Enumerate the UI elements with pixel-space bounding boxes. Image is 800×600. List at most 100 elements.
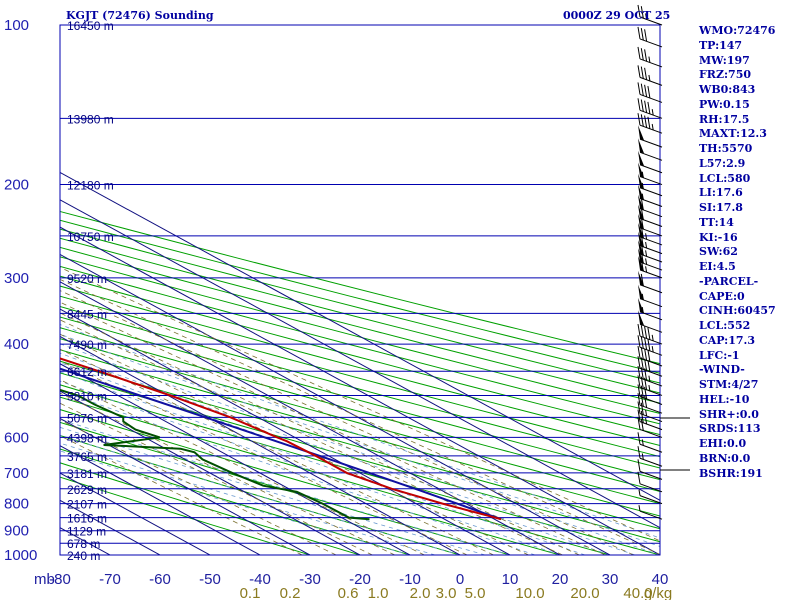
- wind-barb-flag: [637, 432, 641, 445]
- wind-barb: [638, 255, 663, 279]
- wind-barb-flag: [644, 395, 648, 408]
- wind-barb-flag: [640, 207, 644, 220]
- wind-barb: [637, 345, 663, 367]
- wind-barb-staff: [639, 323, 663, 333]
- stability-indices-panel: WMO:72476 TP:147 MW:197 FRZ:750 WB0:843 PW:0.…: [699, 24, 776, 481]
- wind-barb: [637, 446, 663, 467]
- temperature-tick-label: -50: [199, 571, 221, 588]
- wind-barb-staff: [639, 227, 663, 237]
- wind-barb-flag: [644, 358, 648, 371]
- height-label: 16450 m: [67, 19, 114, 33]
- wind-barb-flag: [637, 384, 641, 397]
- isotherm: [60, 445, 262, 555]
- chart-title: KGJT (72476) Sounding: [66, 9, 214, 22]
- wind-barb-staff: [639, 176, 663, 186]
- index-item: -PARCEL-: [699, 274, 759, 288]
- temperature-tick-label: 0: [456, 571, 464, 588]
- dry-adiabat: [60, 349, 660, 517]
- wind-barb-flag: [637, 446, 641, 459]
- wind-barb-pennant: [638, 125, 644, 141]
- wind-barb-half-flag: [645, 13, 648, 20]
- wind-barb-flag: [637, 113, 641, 126]
- mixing-ratio-label: 5.0: [465, 585, 486, 600]
- wind-barb: [637, 401, 663, 423]
- wind-barb-staff: [639, 261, 663, 271]
- wind-barb: [638, 222, 663, 246]
- wind-barb-staff: [639, 208, 663, 218]
- wind-barb-flag: [637, 4, 641, 18]
- temperature-tick-label: -60: [149, 571, 171, 588]
- dry-adiabat: [60, 396, 612, 555]
- pressure-tick-label: 100: [4, 17, 29, 34]
- wind-barb-flag: [640, 217, 644, 230]
- index-item: WMO:72476: [699, 24, 776, 37]
- wind-barb: [637, 324, 663, 345]
- index-item: EI:4.5: [699, 260, 736, 273]
- isotherm: [60, 472, 212, 555]
- wind-barb-half-flag: [645, 258, 648, 265]
- wind-barb: [637, 471, 663, 493]
- wind-barb-flag: [637, 335, 641, 348]
- index-item: TP:147: [699, 38, 743, 52]
- wind-barb-flag: [644, 100, 648, 113]
- wind-barb: [638, 213, 663, 237]
- pressure-tick-label: 900: [4, 523, 29, 540]
- wind-barbs: [637, 4, 690, 520]
- dry-adiabat: [60, 295, 660, 458]
- wind-barb-half-flag: [648, 56, 651, 63]
- wind-barb-flag: [647, 327, 651, 340]
- mixing-ratio-label: 10.0: [515, 585, 544, 600]
- wind-barb-staff: [639, 404, 663, 414]
- wind-barb-flag: [647, 101, 651, 115]
- wind-barb: [637, 113, 663, 134]
- height-label: 1129 m: [67, 525, 106, 539]
- wind-barb-staff: [639, 245, 663, 255]
- wind-barb-half-flag: [648, 375, 651, 382]
- index-item: CAP:17.3: [699, 333, 756, 347]
- wind-barb-half-flag: [641, 306, 644, 314]
- index-item: BRN:0.0: [699, 451, 751, 465]
- index-item: SI:17.8: [699, 201, 743, 214]
- wind-barb-staff: [639, 236, 663, 246]
- wind-barb: [638, 297, 663, 321]
- skewed-isotherms: [60, 171, 660, 555]
- wind-barb: [638, 270, 663, 294]
- wind-barb-staff: [639, 124, 663, 134]
- wind-barb-flag: [640, 251, 644, 264]
- wind-barb-flag: [644, 67, 648, 80]
- wind-barb-flag: [640, 258, 644, 272]
- index-item: PW:0.15: [699, 97, 750, 111]
- wind-barb-flag: [640, 402, 644, 415]
- dry-adiabat: [60, 327, 660, 493]
- wind-barb-half-flag: [645, 241, 648, 249]
- wind-barb: [638, 150, 663, 174]
- wind-barb-flag: [637, 365, 641, 379]
- wind-barb-staff: [639, 298, 663, 308]
- wind-barb-flag: [637, 393, 641, 406]
- wind-barb-pennant: [638, 150, 644, 166]
- mixing-ratio-label: 0.1: [240, 585, 261, 600]
- wind-barb-flag: [640, 226, 644, 239]
- pressure-tick-label: 700: [4, 465, 29, 482]
- wind-barb-flag: [640, 273, 644, 287]
- wind-barb: [638, 138, 663, 161]
- dry-adiabat: [60, 228, 660, 384]
- wind-barb-staff: [639, 218, 663, 227]
- index-item: RH:17.5: [699, 112, 750, 126]
- isotherm: [60, 363, 412, 555]
- wind-barb-staff: [639, 386, 663, 396]
- dry-adiabat: [60, 237, 660, 394]
- wind-barb-half-flag: [648, 74, 651, 82]
- dry-adiabat: [60, 462, 362, 555]
- wind-barb-half-flag: [645, 266, 648, 273]
- temperature-tick-label: 20: [552, 571, 569, 588]
- mixing-ratio-label: 0.2: [280, 585, 301, 600]
- wind-barb-flag: [637, 417, 641, 430]
- height-label: 5076 m: [67, 411, 107, 425]
- wind-barb-staff: [639, 38, 663, 48]
- wind-barb-staff: [639, 396, 663, 405]
- index-item: FRZ:750: [699, 68, 752, 82]
- wind-barb-flag: [640, 6, 644, 19]
- temperature-tick-label: -20: [349, 571, 371, 588]
- wind-barb-flag: [640, 410, 644, 423]
